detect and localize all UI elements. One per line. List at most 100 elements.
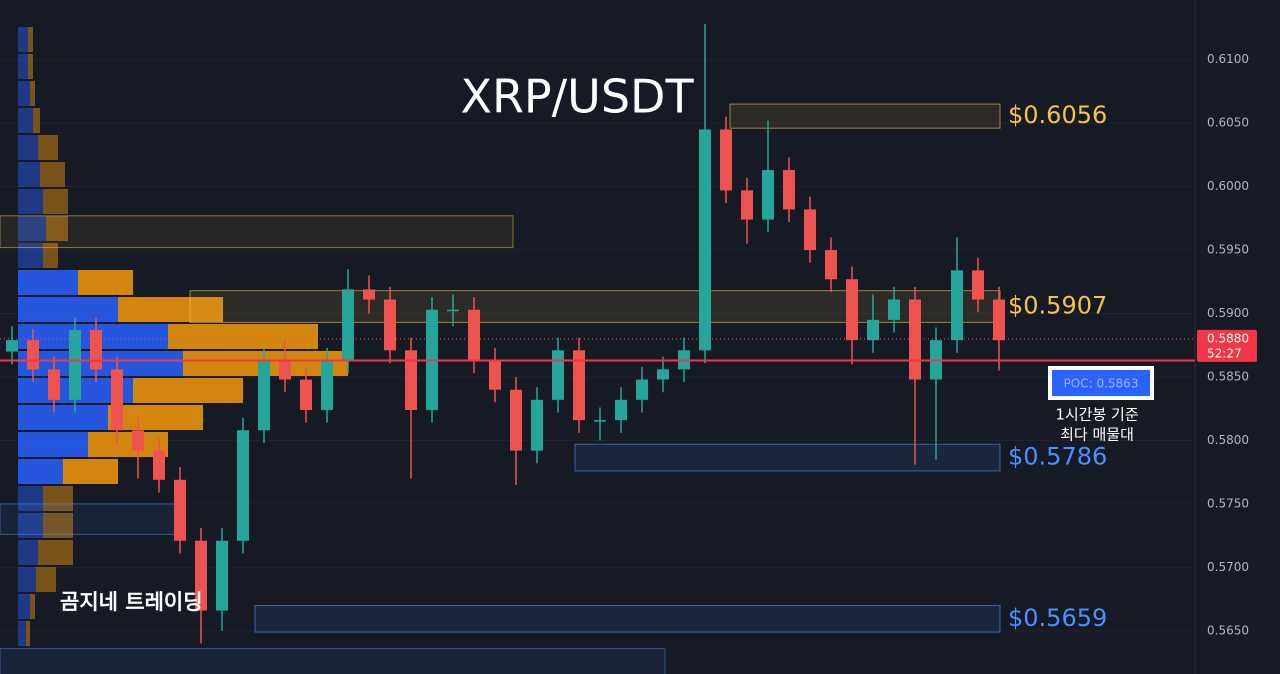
poc-note: 1시간봉 기준 — [1055, 406, 1139, 424]
zone-label: $0.5786 — [1008, 443, 1107, 471]
profile-buy — [18, 540, 38, 565]
candle-body — [300, 379, 312, 410]
zone-label: $0.5907 — [1008, 292, 1107, 320]
price-tag — [1197, 329, 1257, 362]
zone — [254, 604, 1001, 633]
profile-sell — [40, 162, 65, 187]
candle-body — [846, 279, 858, 341]
profile-sell — [38, 135, 58, 160]
candle-body — [237, 430, 249, 541]
profile-buy — [18, 216, 46, 241]
zone — [0, 648, 666, 674]
y-tick-label: 0.6050 — [1207, 116, 1249, 130]
profile-sell — [118, 297, 223, 322]
zone — [729, 103, 1001, 129]
candle-body — [657, 369, 669, 380]
zone — [189, 290, 1001, 323]
zone-label: $0.6056 — [1008, 101, 1107, 129]
profile-sell — [43, 513, 73, 538]
profile-sell — [108, 405, 203, 430]
watermark: 곰지네 트레이딩 — [60, 590, 203, 614]
candle-body — [216, 540, 228, 611]
candle-body — [909, 299, 921, 380]
candle-body — [804, 209, 816, 251]
candle-body — [153, 450, 165, 480]
y-tick-label: 0.5950 — [1207, 243, 1249, 257]
candle-body — [867, 319, 879, 341]
candle-body — [825, 250, 837, 280]
profile-buy — [18, 513, 43, 538]
profile-buy — [18, 189, 43, 214]
profile-sell — [26, 621, 30, 646]
volume-profile — [18, 27, 348, 646]
profile-buy — [18, 81, 30, 106]
profile-buy — [18, 621, 26, 646]
profile-sell — [36, 567, 56, 592]
candle-body — [363, 289, 375, 300]
profile-sell — [63, 459, 118, 484]
profile-buy — [18, 567, 36, 592]
candles — [6, 24, 1005, 644]
profile-buy — [18, 594, 30, 619]
candle-body — [783, 170, 795, 210]
profile-buy — [18, 432, 88, 457]
candle-body — [762, 170, 774, 220]
overlay: $0.6056 $0.5907 $0.5786 $0.5659 POC: 0.5863 1… — [0, 101, 1257, 632]
poc-label: POC: 0.5863 — [1064, 377, 1139, 391]
candle-body — [573, 350, 585, 421]
candle-body — [972, 270, 984, 300]
y-tick-label: 0.5850 — [1207, 369, 1249, 383]
candle-body — [132, 430, 144, 451]
profile-sell — [30, 81, 35, 106]
chart-title: XRP/USDT — [460, 70, 694, 124]
profile-sell — [43, 486, 73, 511]
y-tick-label: 0.5750 — [1207, 496, 1249, 510]
candle-body — [468, 309, 480, 361]
profile-buy — [18, 405, 108, 430]
countdown-label: 52:27 — [1207, 346, 1242, 360]
candle-body — [321, 360, 333, 410]
profile-sell — [43, 189, 68, 214]
zone — [0, 503, 178, 535]
profile-sell — [28, 54, 33, 79]
candle-body — [888, 299, 900, 320]
candle-body — [27, 340, 39, 370]
profile-sell — [46, 216, 68, 241]
candle-body — [48, 369, 60, 400]
candle-body — [384, 299, 396, 351]
candle-body — [342, 289, 354, 361]
zone — [0, 215, 514, 249]
profile-sell — [78, 270, 133, 295]
zone-label: $0.5659 — [1008, 604, 1107, 632]
candle-body — [720, 129, 732, 191]
y-tick-label: 0.5800 — [1207, 433, 1249, 447]
y-tick-label: 0.6000 — [1207, 179, 1249, 193]
candle-body — [174, 479, 186, 541]
y-tick-label: 0.6100 — [1207, 52, 1249, 66]
profile-sell — [168, 324, 318, 349]
candle-body — [993, 299, 1005, 341]
candle-body — [279, 360, 291, 380]
candle-body — [6, 340, 18, 352]
candle-body — [594, 420, 606, 422]
candle-body — [195, 540, 207, 611]
profile-buy — [18, 108, 33, 133]
y-tick-label: 0.5700 — [1207, 560, 1249, 574]
profile-buy — [18, 54, 28, 79]
profile-sell — [133, 378, 243, 403]
candle-body — [636, 379, 648, 400]
candle-body — [741, 190, 753, 220]
profile-buy — [18, 135, 38, 160]
candle-body — [510, 389, 522, 451]
y-tick-label: 0.5650 — [1207, 623, 1249, 637]
poc-inner — [1052, 370, 1150, 396]
profile-buy — [18, 297, 118, 322]
candle-body — [552, 350, 564, 400]
candle-body — [447, 309, 459, 312]
profile-buy — [18, 27, 28, 52]
profile-sell — [43, 243, 58, 268]
profile-buy — [18, 486, 43, 511]
candle-body — [69, 330, 81, 400]
profile-sell — [38, 540, 73, 565]
